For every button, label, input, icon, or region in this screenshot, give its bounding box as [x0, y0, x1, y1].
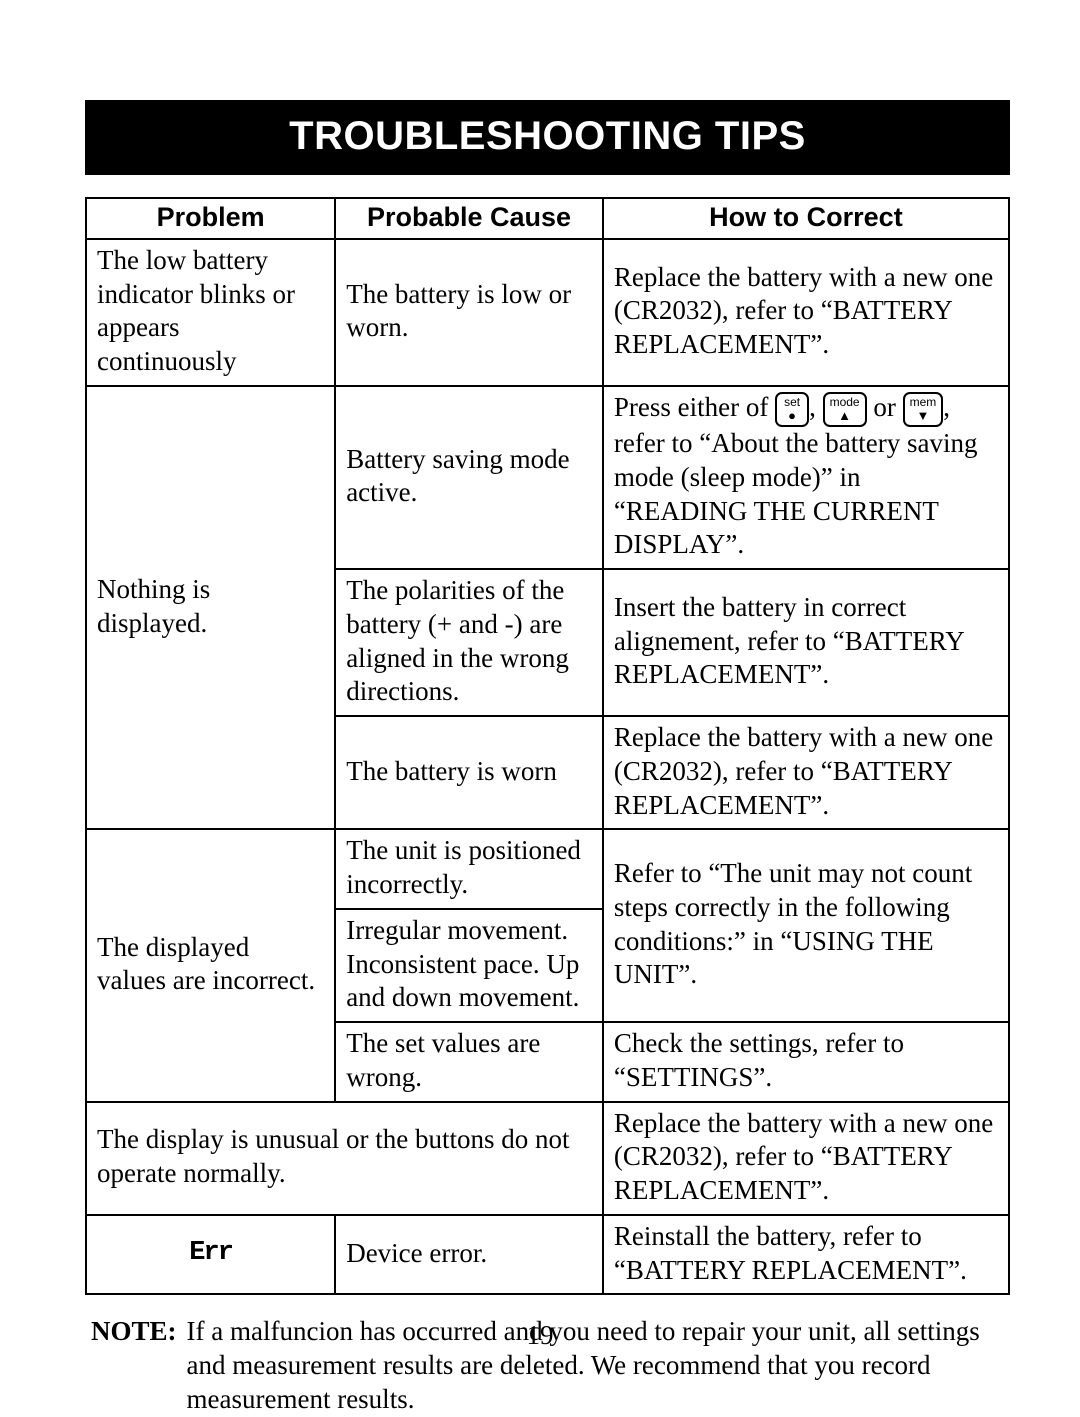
cause-cell: The battery is worn: [335, 716, 603, 829]
problem-cell-wide: The display is unusual or the buttons do…: [86, 1102, 603, 1215]
fix-cell: Replace the battery with a new one (CR20…: [603, 239, 1009, 386]
cause-cell: Device error.: [335, 1215, 603, 1295]
table-header-row: Problem Probable Cause How to Correct: [86, 198, 1009, 239]
table-row: The low battery indicator blinks or appe…: [86, 239, 1009, 386]
cause-cell: The set values are wrong.: [335, 1022, 603, 1102]
fix-cell: Insert the battery in correct alignement…: [603, 569, 1009, 716]
fix-text-sep2: or: [867, 392, 903, 422]
table-row: Nothing is displayed. Battery saving mod…: [86, 386, 1009, 569]
col-header-cause: Probable Cause: [335, 198, 603, 239]
fix-cell: Reinstall the battery, refer to “BATTERY…: [603, 1215, 1009, 1295]
col-header-problem: Problem: [86, 198, 335, 239]
fix-cell: Press either of set●, mode▲ or mem▼, ref…: [603, 386, 1009, 569]
fix-cell: Refer to “The unit may not count steps c…: [603, 829, 1009, 1022]
fix-cell: Replace the battery with a new one (CR20…: [603, 1102, 1009, 1215]
cause-cell: The polarities of the battery (+ and -) …: [335, 569, 603, 716]
cause-cell: Battery saving mode active.: [335, 386, 603, 569]
troubleshooting-table: Problem Probable Cause How to Correct Th…: [85, 197, 1010, 1295]
problem-cell: The displayed values are incorrect.: [86, 829, 335, 1101]
cause-cell: Irregular movement. Inconsistent pace. U…: [335, 909, 603, 1022]
cause-cell: The unit is positioned incorrectly.: [335, 829, 603, 909]
problem-cell: Nothing is displayed.: [86, 386, 335, 830]
col-header-fix: How to Correct: [603, 198, 1009, 239]
fix-cell: Check the settings, refer to “SETTINGS”.: [603, 1022, 1009, 1102]
mode-button-icon: mode▲: [823, 392, 867, 427]
mem-button-icon: mem▼: [903, 392, 944, 427]
table-row: The displayed values are incorrect. The …: [86, 829, 1009, 909]
cause-cell: The battery is low or worn.: [335, 239, 603, 386]
page-number: 19: [0, 1320, 1080, 1351]
table-row: The display is unusual or the buttons do…: [86, 1102, 1009, 1215]
fix-cell: Replace the battery with a new one (CR20…: [603, 716, 1009, 829]
fix-text-sep1: ,: [809, 392, 823, 422]
problem-cell: The low battery indicator blinks or appe…: [86, 239, 335, 386]
manual-page: TROUBLESHOOTING TIPS Problem Probable Ca…: [0, 0, 1080, 1411]
table-row: Err Device error. Reinstall the battery,…: [86, 1215, 1009, 1295]
err-display-cell: Err: [86, 1215, 335, 1295]
set-button-icon: set●: [775, 392, 809, 427]
fix-text-pre: Press either of: [614, 392, 775, 422]
section-title: TROUBLESHOOTING TIPS: [85, 100, 1010, 175]
